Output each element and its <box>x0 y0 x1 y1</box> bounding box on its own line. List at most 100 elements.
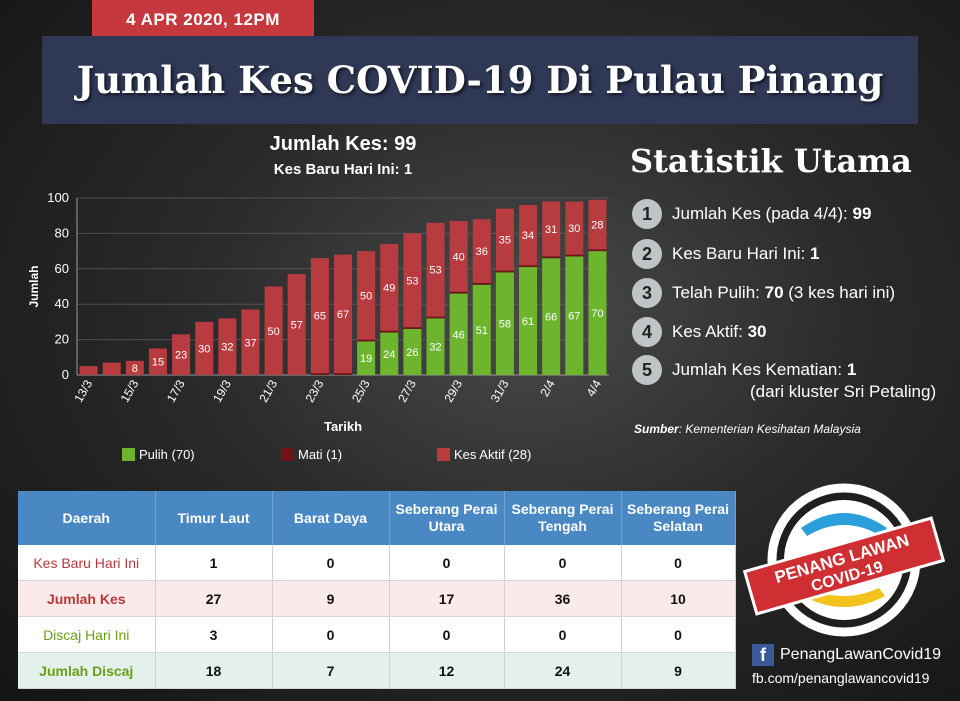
cases-bar-chart: 0 20 40 60 80 100 13/3 8 15/3 15 23 17/3 30 32 19/3 37 5… <box>27 190 609 434</box>
bar-segment <box>333 254 353 374</box>
table-cell: 10 <box>621 580 736 617</box>
table-cell: 36 <box>504 580 622 617</box>
data-label: 46 <box>453 329 465 341</box>
data-label: 30 <box>198 343 210 355</box>
data-label: 57 <box>291 320 303 332</box>
legend-recovered-swatch <box>122 448 135 461</box>
facebook-link[interactable]: f PenangLawanCovid19 <box>752 644 941 666</box>
bar-segment <box>102 362 121 375</box>
bar-segment <box>426 318 445 375</box>
data-label: 67 <box>568 311 580 323</box>
table-cell: 18 <box>155 652 273 689</box>
stat-item-new: 2 Kes Baru Hari Ini: 1 <box>632 239 819 269</box>
data-label: 70 <box>591 308 603 320</box>
bar-segment <box>310 373 329 375</box>
bar-segment <box>449 293 468 375</box>
bar-segment <box>172 334 191 375</box>
data-label: 28 <box>591 220 603 232</box>
chart-new-heading: Kes Baru Hari Ini: 1 <box>273 161 413 178</box>
data-label: 61 <box>522 316 534 328</box>
stat-deaths-note: (dari kluster Sri Petaling) <box>750 382 937 401</box>
bar-segment <box>588 251 607 375</box>
stat-text: Kes Aktif: 30 <box>672 322 767 341</box>
data-label: 58 <box>499 319 511 331</box>
data-label: 30 <box>568 223 580 235</box>
stat-item-deaths: 5 Jumlah Kes Kematian: 1 <box>632 355 856 385</box>
table-cell: 0 <box>389 616 505 653</box>
facebook-url[interactable]: fb.com/penanglawancovid19 <box>752 670 930 686</box>
table-row: Kes Baru Hari Ini 1 0 0 0 0 <box>18 545 736 581</box>
table-cell: 1 <box>155 545 273 581</box>
bar-segment <box>495 270 514 273</box>
bar-segment <box>449 221 468 292</box>
table-cell: 0 <box>272 545 390 581</box>
y-tick-label: 80 <box>55 225 69 240</box>
stats-title: Statistik Utama <box>630 142 912 180</box>
bar-segment <box>472 219 491 283</box>
legend-death: Mati (1) <box>281 447 342 462</box>
column-header: Barat Daya <box>272 491 390 545</box>
bar-segment <box>403 327 422 329</box>
bar-segment <box>218 318 237 375</box>
table-header-row: Daerah Timur Laut Barat Daya Seberang Pe… <box>18 491 736 545</box>
logo-blue-arc <box>801 513 887 536</box>
table-cell: 9 <box>272 580 390 617</box>
y-axis-title: Jumlah <box>27 265 41 307</box>
logo-banner <box>742 516 946 616</box>
table-cell: 12 <box>389 652 505 689</box>
bar-segment <box>380 244 399 331</box>
legend-death-label: Mati (1) <box>298 447 343 462</box>
table-cell: 7 <box>272 652 390 689</box>
bar-segment <box>542 258 561 375</box>
stat-number-badge: 4 <box>632 317 662 347</box>
x-tick-label: 15/3 <box>118 377 142 405</box>
column-header: Daerah <box>18 491 156 545</box>
bar-segment <box>264 286 283 375</box>
stat-text: Jumlah Kes (pada 4/4): 99 <box>672 204 872 223</box>
logo-yellow-arc <box>803 588 885 607</box>
data-label: 26 <box>406 347 418 359</box>
data-label: 49 <box>383 282 395 294</box>
x-tick-label: 2/4 <box>537 377 558 399</box>
stat-item-active: 4 Kes Aktif: 30 <box>632 317 767 347</box>
bar-segment <box>472 282 491 285</box>
stat-item-recovered: 3 Telah Pulih: 70 (3 kes hari ini) <box>632 278 895 308</box>
stat-text: Telah Pulih: 70 (3 kes hari ini) <box>672 283 896 302</box>
table-row: Jumlah Discaj 18 7 12 24 9 <box>18 652 736 689</box>
data-label: 51 <box>476 325 488 337</box>
legend-active-label: Kes Aktif (28) <box>454 447 532 462</box>
data-label: 53 <box>429 265 441 277</box>
bar-segment <box>287 274 306 375</box>
y-tick-label: 0 <box>62 367 69 382</box>
bar-segment <box>148 348 167 375</box>
x-tick-label: 29/3 <box>441 377 465 405</box>
facebook-icon: f <box>752 644 774 666</box>
table-cell: 3 <box>155 616 273 653</box>
bar-segment <box>380 332 399 375</box>
district-table: Daerah Timur Laut Barat Daya Seberang Pe… <box>18 491 736 689</box>
bar-segment <box>519 205 538 266</box>
table-cell: 9 <box>621 652 736 689</box>
chart-total-heading: Jumlah Kes: 99 <box>269 133 417 155</box>
data-label: 66 <box>545 312 557 324</box>
title-banner: Jumlah Kes COVID-19 Di Pulau Pinang <box>42 36 918 124</box>
facebook-handle[interactable]: PenangLawanCovid19 <box>780 646 942 663</box>
data-label: 36 <box>476 246 488 258</box>
bar-segment <box>495 272 514 375</box>
x-tick-label: 4/4 <box>584 377 605 399</box>
table-cell: 0 <box>272 616 390 653</box>
legend-active-swatch <box>437 448 450 461</box>
data-label: 65 <box>314 311 326 323</box>
bar-segment <box>426 222 445 317</box>
x-tick-label: 27/3 <box>395 377 419 405</box>
x-tick-label: 21/3 <box>256 377 280 405</box>
x-axis-title: Tarikh <box>324 419 362 434</box>
data-label: 40 <box>453 251 465 263</box>
x-tick-label: 31/3 <box>488 377 512 405</box>
bar-segment <box>125 360 144 375</box>
bar-segment <box>519 265 538 268</box>
y-tick-label: 40 <box>55 296 69 311</box>
bar-segment <box>472 284 491 375</box>
table-cell: 24 <box>504 652 622 689</box>
legend-active: Kes Aktif (28) <box>437 447 531 462</box>
